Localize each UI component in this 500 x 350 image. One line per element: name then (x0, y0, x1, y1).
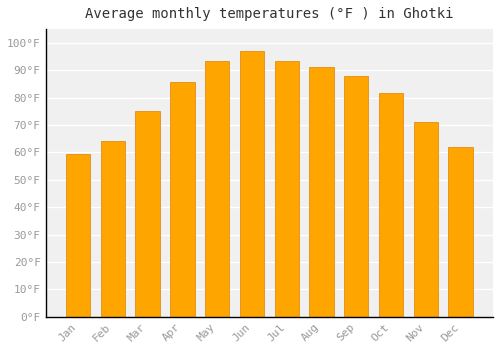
Bar (448, 147, 472, 317)
Bar (240, 51, 264, 317)
Bar (205, 61, 230, 317)
Bar (136, 111, 160, 317)
Bar (170, 83, 194, 317)
Title: Average monthly temperatures (°F ) in Ghotki: Average monthly temperatures (°F ) in Gh… (85, 7, 454, 21)
Bar (274, 61, 299, 317)
Bar (344, 76, 368, 317)
Bar (100, 141, 125, 317)
Bar (414, 122, 438, 317)
Bar (379, 93, 403, 317)
Bar (66, 154, 90, 317)
Bar (310, 68, 334, 317)
